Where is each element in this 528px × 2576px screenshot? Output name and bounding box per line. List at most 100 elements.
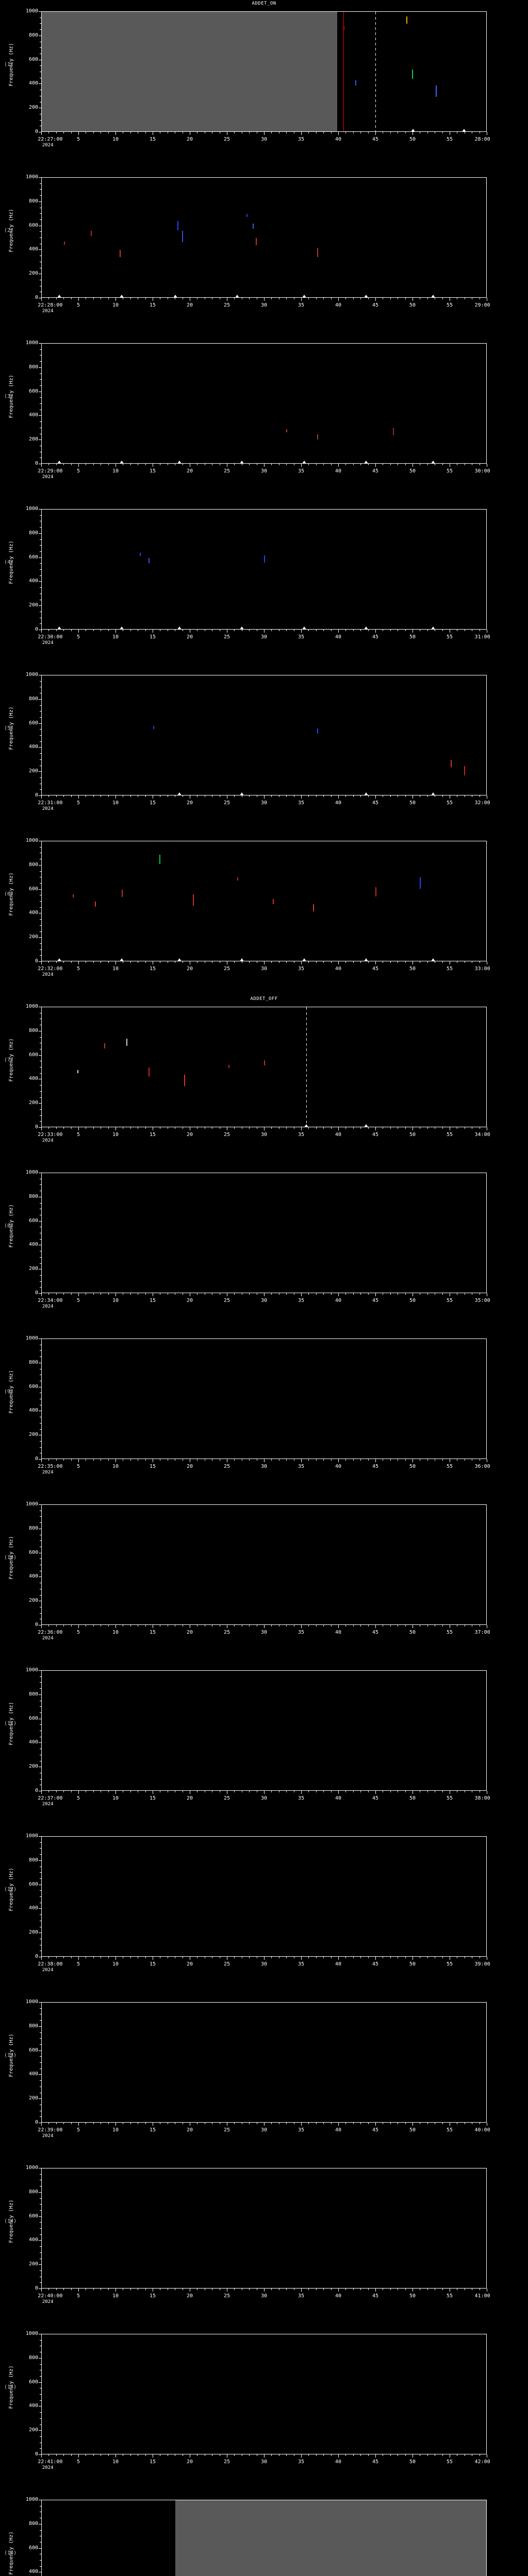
x-tick-major [375,2289,376,2292]
detection-marker-triangle [431,295,435,297]
x-tick-label: 5 [76,1630,80,1635]
detection-marker-triangle [120,626,124,629]
x-tick-minor [390,2289,391,2290]
x-tick-major [412,1957,413,1960]
y-tick-minor [40,1202,41,1204]
x-tick-minor [48,795,50,797]
x-tick-label: 20 [186,634,193,640]
x-tick-label: 20 [186,1961,193,1967]
x-tick-minor [93,2289,94,2290]
y-tick-mark [39,2098,41,2099]
x-tick-minor [249,2123,250,2124]
x-tick-minor [442,298,443,299]
spectrogram-plot-area[interactable] [41,509,487,630]
spectrogram-plot-area[interactable] [41,1338,487,1459]
y-tick-label: 400 [28,2071,38,2077]
x-tick-minor [108,2289,109,2290]
y-tick-label: 800 [28,2520,38,2527]
x-axis: 22:33:00 2024 5 10 15 20 25 30 35 40 45 50 55 34:00 [38,1127,490,1158]
y-tick-label: 0 [35,461,38,466]
spectrogram-plot-area[interactable] [41,841,487,961]
x-tick-minor [93,1459,94,1461]
y-tick-mark [39,2074,41,2075]
x-tick-minor [234,298,235,299]
x-tick-minor [353,795,354,797]
spectrogram-plot-area[interactable] [41,11,487,132]
x-tick-minor [63,464,64,465]
x-tick-label: 20 [186,1795,193,1801]
panel-index-label: (12) [4,1887,17,1892]
x-tick-minor [442,2454,443,2456]
x-tick-label: 5 [76,1132,80,1138]
x-tick-minor [56,298,57,299]
x-tick-minor [48,2123,50,2124]
x-tick-minor [345,298,346,299]
x-tick-minor [442,1127,443,1129]
x-tick-minor [249,2454,250,2456]
detection-trace [77,1070,78,1073]
x-tick-major [264,1791,265,1794]
spectrogram-plot-area[interactable] [41,343,487,464]
x-tick-major [375,1127,376,1130]
x-tick-minor [360,1127,361,1129]
x-tick-minor [360,1293,361,1295]
spectrogram-plot-area[interactable] [41,2002,487,2123]
y-tick-minor [40,753,41,754]
y-tick-label: 800 [28,364,38,370]
y-tick-minor [40,551,41,552]
x-tick-minor [145,1625,146,1626]
x-tick-minor [48,1791,50,1792]
x-tick-label: 15 [149,468,156,474]
x-tick-minor [442,1957,443,1958]
y-tick-label: 400 [28,1408,38,1414]
x-tick-minor [63,795,64,797]
x-tick-major [78,961,79,964]
spectrogram-plot-area[interactable] [41,2168,487,2289]
masked-region [42,12,338,131]
x-tick-major [301,1459,302,1462]
x-axis: 22:32:00 2024 5 10 15 20 25 30 35 40 45 50 55 33:00 [38,961,490,992]
spectrogram-plot-area[interactable] [41,177,487,298]
spectrogram-plot-area[interactable] [41,1836,487,1957]
spectrogram-plot-area[interactable] [41,1173,487,1293]
x-tick-minor [48,630,50,631]
x-tick-minor [234,1791,235,1792]
x-tick-minor [316,1791,317,1792]
spectrogram-plot-area[interactable] [41,1504,487,1625]
x-tick-label: 30 [260,1961,268,1967]
y-tick-minor [40,1091,41,1092]
spectrogram-plot-area[interactable] [41,1670,487,1791]
x-tick-minor [427,464,428,465]
x-tick-minor [368,1791,369,1792]
x-tick-major [41,1459,42,1462]
spectrogram-plot-area[interactable] [41,675,487,795]
y-tick-minor [40,2032,41,2033]
x-tick-label-start: 22:31:00 [38,800,63,806]
x-tick-minor [405,132,406,133]
detection-marker-triangle [431,626,435,629]
x-tick-label: 20 [186,800,193,806]
x-tick-major [41,1957,42,1960]
spectrogram-plot-area[interactable] [41,1007,487,1127]
y-tick-minor [40,1724,41,1725]
x-tick-major [375,2123,376,2126]
x-tick-minor [130,2289,131,2290]
y-tick-minor [40,1097,41,1098]
y-tick-mark [39,1836,41,1837]
y-tick-mark [39,771,41,772]
x-tick-minor [331,1127,332,1129]
spectrogram-plot-area[interactable] [41,2500,487,2576]
spectrogram-plot-area[interactable] [41,2334,487,2454]
y-tick-minor [40,515,41,516]
y-tick-label: 600 [28,1715,38,1721]
x-tick-minor [71,132,72,133]
y-tick-label: 200 [28,1598,38,1604]
y-tick-minor [40,2174,41,2175]
y-tick-label: 1000 [25,1999,38,2005]
x-tick-minor [286,298,287,299]
x-tick-minor [405,1625,406,1626]
x-tick-label: 25 [223,137,230,142]
y-tick-minor [40,2418,41,2419]
x-axis-date-label: 2024 [42,972,54,977]
x-tick-label: 30 [260,1795,268,1801]
